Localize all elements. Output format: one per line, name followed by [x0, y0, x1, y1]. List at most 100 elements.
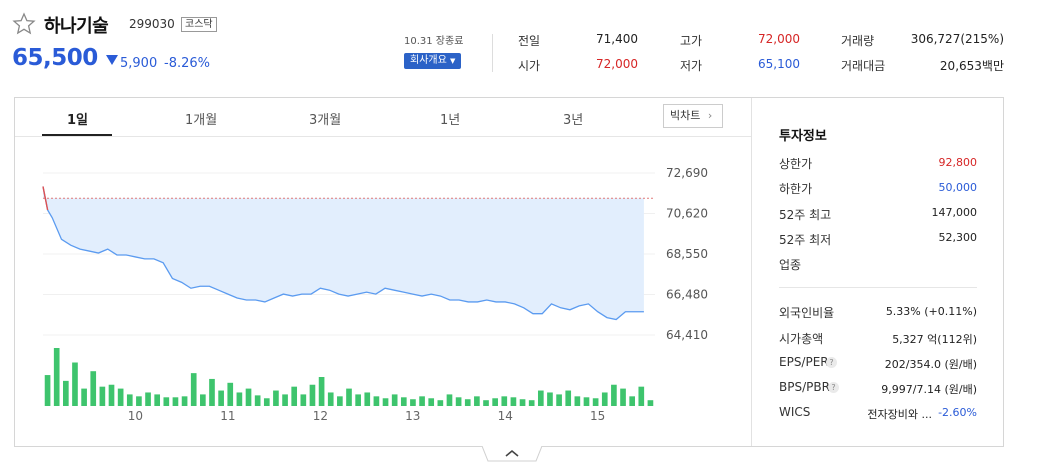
eps-per-value: 202/354.0 (원/배): [884, 358, 977, 371]
collapse-tab[interactable]: [482, 446, 542, 462]
upper-limit-label: 상한가: [779, 157, 813, 171]
volume-bar: [99, 386, 106, 406]
tab-1day[interactable]: 1일: [67, 113, 89, 128]
volume-bar: [547, 392, 553, 406]
volume-bar: [145, 392, 151, 406]
caret-down-icon: ▼: [450, 57, 456, 65]
amount-label: 거래대금: [841, 59, 886, 73]
bps-help-icon[interactable]: ?: [828, 382, 839, 393]
wics-change: -2.60%: [938, 406, 977, 419]
upper-limit-value: 92,800: [938, 156, 978, 169]
y-tick-label: 66,480: [666, 288, 708, 302]
volume-bar: [419, 396, 425, 406]
x-tick-label: 14: [498, 409, 513, 423]
volume-bar: [638, 386, 645, 406]
header-divider: [492, 34, 493, 72]
invest-info-title: 투자정보: [779, 129, 827, 144]
price-chart[interactable]: 72,690 70,620 68,550 66,480 64,410 10 11 12 13 14…: [15, 140, 715, 430]
tab-3year[interactable]: 3년: [563, 113, 584, 128]
volume-bar: [400, 397, 407, 406]
price-line: [42, 186, 644, 321]
chevron-right-icon: ›: [707, 109, 713, 122]
volume-bar: [556, 394, 562, 406]
foreign-ratio-value: 5.33% (+0.11%): [885, 305, 977, 318]
chevron-up-icon: [505, 449, 519, 457]
volume-bar: [44, 375, 51, 406]
low52-label: 52주 최저: [779, 233, 832, 247]
tab-1month[interactable]: 1개월: [185, 113, 218, 128]
volume-label: 거래량: [841, 34, 875, 48]
current-price: 65,500: [12, 45, 98, 71]
volume-bar: [364, 392, 371, 406]
high-value: 72,000: [758, 32, 800, 46]
prev-close-value: 71,400: [596, 32, 638, 46]
volume-bar: [172, 397, 179, 406]
volume-bar: [629, 396, 635, 406]
volume-bar: [154, 394, 161, 406]
high52-value: 147,000: [931, 206, 978, 219]
stock-code: 299030: [129, 17, 175, 31]
x-tick-label: 13: [405, 409, 420, 423]
volume-bar: [263, 398, 270, 406]
volume-bar: [181, 396, 188, 406]
volume-bar: [163, 397, 170, 406]
volume-bar: [117, 388, 124, 406]
volume-bar: [190, 373, 197, 406]
info-divider: [751, 98, 752, 446]
volume-bar: [382, 398, 389, 406]
bps-pbr-label: BPS/PBR: [779, 380, 830, 394]
bps-pbr-value: 9,997/7.14 (원/배): [881, 383, 977, 396]
volume-bar: [483, 400, 489, 406]
volume-bar: [236, 392, 243, 406]
volume-bar: [474, 396, 480, 406]
volume-bar: [510, 397, 517, 406]
big-chart-button[interactable]: 빅차트 ›: [663, 104, 723, 128]
volume-bar: [519, 399, 526, 406]
wics-label: WICS: [779, 405, 811, 419]
x-tick-label: 11: [220, 409, 235, 423]
volume-bar: [346, 388, 352, 406]
lower-limit-value: 50,000: [938, 181, 978, 194]
y-tick-label: 68,550: [666, 247, 708, 261]
company-overview-button[interactable]: 회사개요 ▼: [404, 53, 462, 69]
tab-3month[interactable]: 3개월: [309, 113, 342, 128]
volume-bar: [611, 384, 617, 406]
eps-help-icon[interactable]: ?: [826, 357, 837, 368]
volume-bar: [227, 382, 234, 406]
volume-bar: [53, 348, 60, 406]
favorite-star-icon[interactable]: [12, 12, 36, 36]
volume-bar: [282, 394, 288, 406]
volume-bar: [601, 392, 608, 406]
volume-bar: [501, 396, 508, 406]
tab-1year[interactable]: 1년: [440, 113, 461, 128]
market-close-time: 10.31 장종료: [404, 36, 464, 47]
volume-bar: [72, 362, 78, 406]
big-chart-label: 빅차트: [670, 109, 701, 122]
volume-bar: [273, 390, 279, 406]
low-value: 65,100: [758, 57, 800, 71]
foreign-ratio-label: 외국인비율: [779, 306, 835, 320]
market-cap-label: 시가총액: [779, 332, 824, 346]
lower-limit-label: 하한가: [779, 182, 813, 196]
volume-bar: [492, 398, 498, 406]
wics-sector[interactable]: 전자장비와 ...: [867, 408, 932, 421]
change-amount: 5,900: [120, 56, 158, 71]
x-tick-label: 10: [128, 409, 143, 423]
x-tick-label: 15: [590, 409, 605, 423]
volume-bar: [63, 380, 69, 406]
volume-bar: [318, 377, 325, 406]
volume-bar: [327, 392, 334, 406]
down-triangle-icon: [106, 55, 118, 65]
volume-bar: [291, 386, 298, 406]
amount-value: 20,653백만: [939, 59, 1004, 73]
volume-bar: [355, 394, 361, 406]
volume-bar: [200, 394, 206, 406]
volume-bar: [81, 388, 87, 406]
volume-bar: [90, 371, 97, 406]
change-percent: -8.26%: [164, 56, 210, 71]
volume-bar: [410, 399, 416, 406]
volume-bar: [583, 397, 590, 406]
volume-bar: [565, 390, 572, 406]
high52-label: 52주 최고: [779, 208, 832, 222]
volume-bar: [218, 390, 224, 406]
